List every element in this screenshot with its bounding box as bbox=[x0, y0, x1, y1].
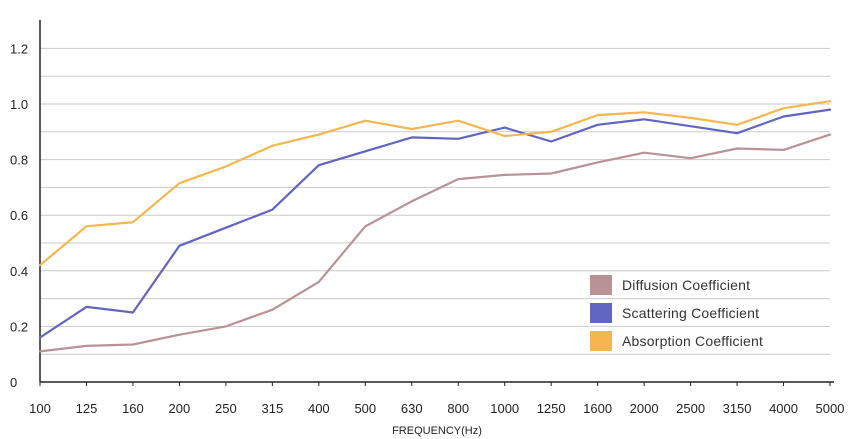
x-tick-label: 2500 bbox=[676, 401, 705, 416]
y-tick-label: 0.6 bbox=[10, 208, 28, 223]
y-tick-label: 1.2 bbox=[10, 41, 28, 56]
x-tick-label: 1000 bbox=[490, 401, 519, 416]
legend-swatch bbox=[590, 331, 612, 351]
x-tick-label: 315 bbox=[262, 401, 284, 416]
legend-label: Diffusion Coefficient bbox=[622, 277, 750, 293]
y-tick-label: 0.8 bbox=[10, 153, 28, 168]
y-tick-label: 1.0 bbox=[10, 97, 28, 112]
x-tick-label: 1250 bbox=[537, 401, 566, 416]
x-tick-label: 160 bbox=[122, 401, 144, 416]
y-tick-label: 0.2 bbox=[10, 319, 28, 334]
legend-swatch bbox=[590, 275, 612, 295]
x-tick-label: 125 bbox=[76, 401, 98, 416]
x-tick-label: 800 bbox=[447, 401, 469, 416]
x-tick-label: 3150 bbox=[723, 401, 752, 416]
x-tick-label: 4000 bbox=[769, 401, 798, 416]
x-tick-label: 400 bbox=[308, 401, 330, 416]
x-tick-label: 630 bbox=[401, 401, 423, 416]
tick-labels: 0 0.2 0.4 0.6 0.8 1.0 1.2 100 125 160 200 250 315 400… bbox=[10, 41, 844, 416]
series-line-1 bbox=[38, 133, 832, 353]
legend-label: Scattering Coefficient bbox=[622, 305, 759, 321]
axes bbox=[39, 20, 834, 386]
x-tick-label: 500 bbox=[354, 401, 376, 416]
x-tick-label: 5000 bbox=[816, 401, 845, 416]
y-tick-label: 0 bbox=[10, 375, 17, 390]
x-axis-title: FREQUENCY(Hz) bbox=[392, 425, 482, 437]
x-tick-label: 100 bbox=[29, 401, 51, 416]
y-tick-label: 0.4 bbox=[10, 264, 28, 279]
x-tick-label: 1600 bbox=[583, 401, 612, 416]
x-tick-label: 2000 bbox=[630, 401, 659, 416]
series-line-3 bbox=[38, 100, 832, 267]
x-tick-label: 250 bbox=[215, 401, 237, 416]
legend: Diffusion Coefficient Scattering Coeffici… bbox=[590, 275, 763, 351]
legend-swatch bbox=[590, 303, 612, 323]
series-lines bbox=[38, 100, 832, 353]
x-tick-label: 200 bbox=[169, 401, 191, 416]
grid-lines bbox=[40, 47, 830, 355]
series-line-2 bbox=[38, 108, 832, 339]
legend-label: Absorption Coefficient bbox=[622, 333, 763, 349]
